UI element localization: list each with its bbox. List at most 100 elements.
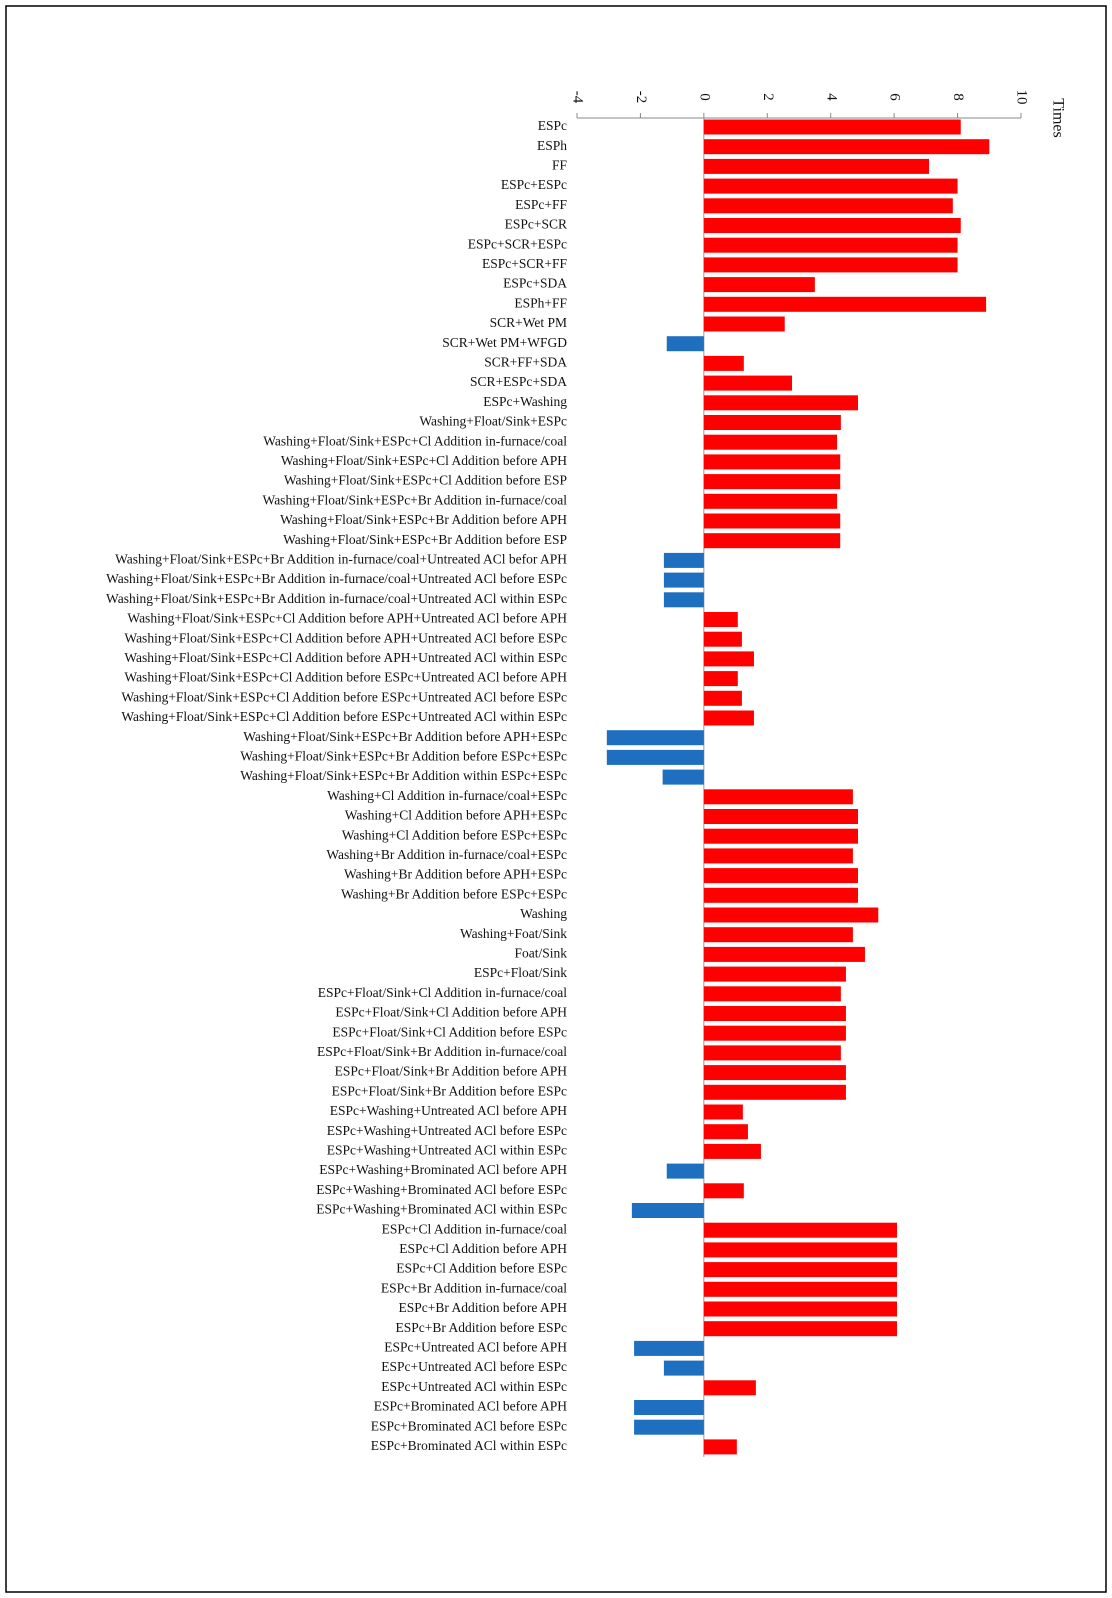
y-tick-label: Washing+Float/Sink+ESPc+Br Addition befo…	[240, 748, 567, 763]
y-tick-label: Washing+Float/Sink+ESPc+Cl Addition befo…	[127, 611, 567, 626]
y-tick-label: Washing+Cl Addition before ESPc+ESPc	[342, 827, 567, 842]
bar	[703, 927, 853, 943]
bar	[666, 1163, 704, 1179]
y-tick-label: Washing+Cl Addition in-furnace/coal+ESPc	[327, 788, 567, 803]
y-tick-label: ESPc+Brominated ACl within ESPc	[371, 1438, 567, 1453]
y-tick-label: ESPh	[537, 138, 567, 153]
y-tick-label: ESPc+Washing+Untreated ACl within ESPc	[327, 1142, 567, 1157]
y-tick-label: Washing+Br Addition before APH+ESPc	[344, 867, 567, 882]
bar	[663, 552, 704, 568]
bar	[631, 1203, 704, 1218]
bar	[703, 316, 785, 332]
y-tick-label: ESPc+Washing+Brominated ACl before APH	[319, 1162, 567, 1177]
y-tick-label: Washing+Float/Sink+ESPc+Br Addition in-f…	[115, 551, 567, 566]
y-tick-label: Washing+Float/Sink+ESPc+Cl Addition befo…	[124, 670, 567, 685]
y-tick-label: Washing+Float/Sink+ESPc+Br Addition befo…	[243, 729, 567, 744]
bar	[703, 1124, 748, 1140]
y-tick-label: ESPc+Washing+Brominated ACl before ESPc	[316, 1182, 567, 1197]
bar	[703, 158, 930, 174]
bar	[703, 454, 841, 470]
y-tick-label: ESPc+Untreated ACl before APH	[384, 1339, 567, 1354]
y-tick-label: ESPc+Float/Sink+Br Addition in-furnace/c…	[317, 1044, 567, 1059]
bar	[703, 828, 858, 844]
y-tick-label: ESPc	[538, 118, 567, 133]
x-tick-label: 0	[696, 93, 712, 101]
x-tick-label: 10	[1014, 90, 1030, 105]
y-tick-label: ESPc+Float/Sink+Cl Addition before APH	[335, 1005, 567, 1020]
bar	[703, 1025, 846, 1041]
bar	[703, 1281, 897, 1297]
y-tick-label: ESPc+Washing+Untreated ACl before ESPc	[327, 1123, 567, 1138]
y-tick-label: Washing+Float/Sink+ESPc+Br Addition in-f…	[106, 571, 567, 586]
bar	[703, 966, 846, 982]
bar	[703, 631, 742, 647]
bar	[703, 296, 987, 312]
y-tick-label: Washing+Br Addition in-furnace/coal+ESPc	[326, 847, 567, 862]
bar	[703, 375, 793, 391]
bar	[703, 887, 858, 903]
bar	[634, 1340, 704, 1356]
y-tick-label: ESPc+Float/Sink+Cl Addition in-furnace/c…	[318, 985, 567, 1000]
x-tick-label: 2	[760, 93, 776, 101]
bar	[703, 237, 958, 253]
x-axis-label: Times	[1049, 98, 1066, 137]
y-tick-label: Washing+Cl Addition before APH+ESPc	[345, 808, 567, 823]
bar	[703, 1104, 743, 1120]
y-tick-label: Washing+Float/Sink+ESPc+Br Addition befo…	[283, 532, 567, 547]
y-tick-label: ESPc+Br Addition before ESPc	[396, 1320, 567, 1335]
y-tick-label: ESPc+ESPc	[501, 177, 567, 192]
x-tick-label: -4	[570, 91, 586, 104]
y-tick-label: ESPc+Br Addition in-furnace/coal	[381, 1280, 567, 1295]
bar	[703, 789, 853, 805]
bar	[663, 572, 704, 588]
bar	[703, 198, 953, 214]
bar	[634, 1400, 704, 1415]
bar	[703, 513, 841, 529]
bar	[703, 1222, 897, 1238]
y-tick-label: Washing+Float/Sink+ESPc+Br Addition with…	[240, 768, 567, 783]
frame	[5, 5, 1107, 1593]
y-tick-label: Washing+Float/Sink+ESPc	[419, 414, 567, 429]
bar	[703, 868, 858, 884]
x-tick-label: -2	[633, 91, 649, 104]
bar	[703, 218, 961, 233]
bar	[703, 277, 815, 293]
y-tick-label: Washing+Float/Sink+ESPc+Cl Addition befo…	[121, 689, 567, 704]
bar	[662, 769, 704, 785]
bar	[703, 1380, 756, 1396]
y-tick-label: FF	[552, 157, 568, 172]
y-tick-label: ESPc+SDA	[503, 276, 567, 291]
y-tick-label: ESPc+Float/Sink	[474, 965, 567, 980]
y-tick-label: ESPc+Untreated ACl within ESPc	[381, 1379, 567, 1394]
y-tick-label: Washing+Float/Sink+ESPc+Br Addition befo…	[280, 512, 567, 527]
bar	[703, 1262, 897, 1278]
y-tick-label: ESPc+Brominated ACl before APH	[374, 1399, 567, 1414]
y-tick-label: ESPc+Brominated ACl before ESPc	[371, 1418, 567, 1433]
y-tick-label: ESPc+Untreated ACl before ESPc	[381, 1359, 567, 1374]
bar	[703, 1045, 841, 1061]
bar	[703, 1065, 846, 1081]
y-tick-label: SCR+Wet PM+WFGD	[442, 335, 567, 350]
y-tick-label: ESPc+Cl Addition before APH	[399, 1241, 567, 1256]
x-tick-label: 6	[887, 93, 903, 101]
bar	[703, 848, 853, 864]
y-tick-label: ESPc+Cl Addition before ESPc	[396, 1261, 567, 1276]
y-tick-label: SCR+Wet PM	[490, 315, 567, 330]
y-tick-label: Washing+Float/Sink+ESPc+Cl Addition befo…	[124, 630, 567, 645]
bar	[703, 986, 841, 1002]
y-tick-label: Washing+Float/Sink+ESPc+Cl Addition befo…	[281, 453, 567, 468]
y-tick-label: ESPc+Washing+Brominated ACl within ESPc	[316, 1202, 567, 1217]
bar	[703, 257, 958, 273]
y-tick-label: ESPc+SCR+FF	[482, 256, 568, 271]
bar	[703, 1242, 897, 1258]
bar	[703, 1321, 897, 1337]
y-tick-label: ESPc+SCR	[505, 217, 567, 232]
bar	[703, 651, 754, 667]
bar	[703, 671, 738, 687]
bar	[634, 1419, 704, 1435]
y-tick-label: ESPc+Washing	[483, 394, 567, 409]
y-tick-label: ESPh+FF	[514, 295, 567, 310]
bar	[703, 1006, 846, 1021]
y-tick-label: Washing+Float/Sink+ESPc+Br Addition in-f…	[106, 591, 567, 606]
